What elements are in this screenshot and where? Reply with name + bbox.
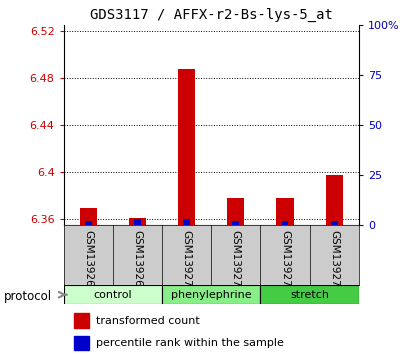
Bar bbox=[260, 285, 358, 304]
Text: stretch: stretch bbox=[289, 290, 328, 300]
Text: GSM139271: GSM139271 bbox=[230, 230, 240, 293]
Bar bbox=[325, 175, 342, 225]
Bar bbox=[227, 198, 244, 225]
Bar bbox=[276, 198, 293, 225]
Bar bbox=[74, 336, 89, 350]
Text: control: control bbox=[93, 290, 132, 300]
Text: GSM139268: GSM139268 bbox=[83, 230, 93, 293]
Bar bbox=[281, 221, 288, 225]
Bar bbox=[79, 208, 97, 225]
Bar bbox=[178, 69, 195, 225]
Text: protocol: protocol bbox=[4, 290, 52, 303]
Bar bbox=[162, 285, 260, 304]
Text: GSM139272: GSM139272 bbox=[279, 230, 289, 293]
Text: GSM139269: GSM139269 bbox=[132, 230, 142, 293]
Bar bbox=[330, 221, 337, 225]
Bar bbox=[128, 218, 146, 225]
Text: phenylephrine: phenylephrine bbox=[171, 290, 251, 300]
Text: transformed count: transformed count bbox=[96, 315, 200, 326]
Bar bbox=[74, 313, 89, 328]
Bar bbox=[183, 219, 189, 225]
Bar bbox=[85, 221, 91, 225]
Bar bbox=[63, 285, 162, 304]
Text: GSM139273: GSM139273 bbox=[328, 230, 338, 293]
Title: GDS3117 / AFFX-r2-Bs-lys-5_at: GDS3117 / AFFX-r2-Bs-lys-5_at bbox=[90, 8, 332, 22]
Text: GSM139270: GSM139270 bbox=[181, 230, 191, 293]
Bar bbox=[232, 221, 238, 225]
Text: percentile rank within the sample: percentile rank within the sample bbox=[96, 338, 283, 348]
Bar bbox=[134, 219, 140, 225]
